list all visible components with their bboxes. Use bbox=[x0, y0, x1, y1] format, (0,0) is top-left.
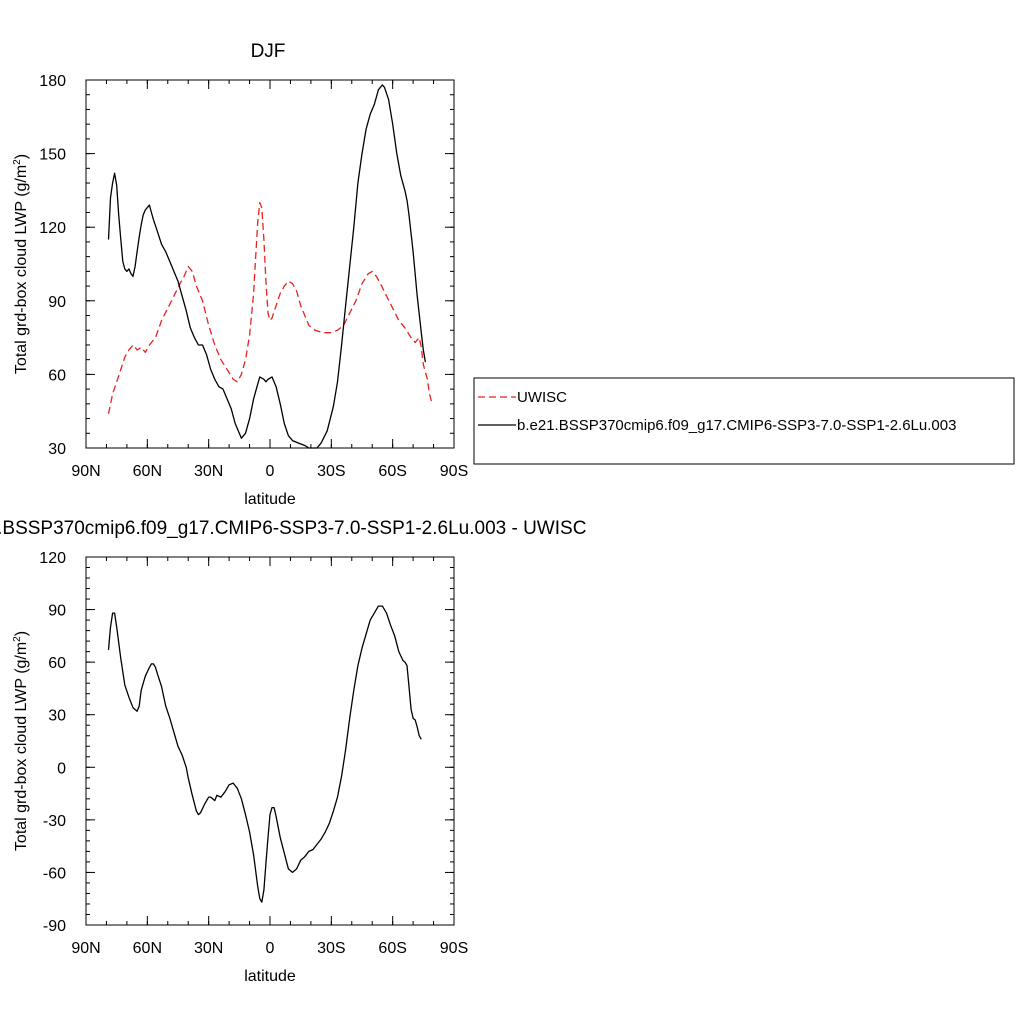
legend: UWISC b.e21.BSSP370cmip6.f09_g17.CMIP6-SS… bbox=[473, 377, 1015, 465]
series-line-b-e21-bssp370cmip6-f09-g17-cmi bbox=[107, 84, 427, 449]
y-tick-label: 90 bbox=[48, 294, 66, 311]
x-tick-label: 60N bbox=[133, 940, 162, 957]
y-tick-label: -90 bbox=[43, 918, 66, 935]
y-tick-label: 90 bbox=[48, 603, 66, 620]
x-tick-label: 30N bbox=[194, 940, 223, 957]
y-axis-label: Total grd-box cloud LWP (g/m2) bbox=[12, 154, 30, 374]
y-tick-label: 30 bbox=[48, 708, 66, 725]
x-tick-label: 0 bbox=[266, 463, 275, 480]
x-tick-label: 30S bbox=[317, 463, 345, 480]
chart-title: DJF bbox=[251, 41, 286, 62]
plot-frame bbox=[85, 556, 455, 926]
x-tick-label: 60N bbox=[133, 463, 162, 480]
chart-1: 90N 60N 30N 0 30S 60S 90S 30 60 90 120 150 180 DJF lat… bbox=[12, 41, 468, 508]
y-tick-label: 60 bbox=[48, 655, 66, 672]
y-tick-label: 30 bbox=[48, 441, 66, 458]
x-tick-label: 60S bbox=[378, 463, 406, 480]
y-tick-label: -30 bbox=[43, 813, 66, 830]
chart-title: b.e21.BSSP370cmip6.f09_g17.CMIP6-SSP3-7.… bbox=[0, 518, 586, 539]
legend-label: UWISC bbox=[517, 389, 567, 406]
legend-label: b.e21.BSSP370cmip6.f09_g17.CMIP6-SSP3-7.… bbox=[517, 417, 956, 434]
x-tick-label: 0 bbox=[266, 940, 275, 957]
chart-2: 90N 60N 30N 0 30S 60S 90S -90 -60 -30 0 30 60 90 120 b.… bbox=[0, 518, 586, 985]
series-line-difference bbox=[107, 605, 422, 903]
x-tick-label: 90N bbox=[71, 463, 100, 480]
y-tick-label: -60 bbox=[43, 865, 66, 882]
x-axis-label: latitude bbox=[244, 491, 296, 508]
plot-frame bbox=[85, 79, 455, 449]
y-tick-label: 60 bbox=[48, 367, 66, 384]
y-tick-label: 0 bbox=[57, 760, 66, 777]
x-tick-label: 60S bbox=[378, 940, 406, 957]
y-tick-label: 180 bbox=[39, 73, 66, 90]
x-tick-label: 30S bbox=[317, 940, 345, 957]
x-tick-label: 90N bbox=[71, 940, 100, 957]
y-tick-label: 120 bbox=[39, 220, 66, 237]
y-axis-label: Total grd-box cloud LWP (g/m2) bbox=[12, 631, 30, 851]
x-tick-label: 90S bbox=[440, 463, 468, 480]
y-tick-label: 120 bbox=[39, 550, 66, 567]
series-line-uwisc bbox=[107, 202, 433, 414]
y-tick-label: 150 bbox=[39, 147, 66, 164]
legend-box bbox=[473, 377, 1015, 465]
x-axis-label: latitude bbox=[244, 968, 296, 985]
x-tick-label: 90S bbox=[440, 940, 468, 957]
x-tick-label: 30N bbox=[194, 463, 223, 480]
